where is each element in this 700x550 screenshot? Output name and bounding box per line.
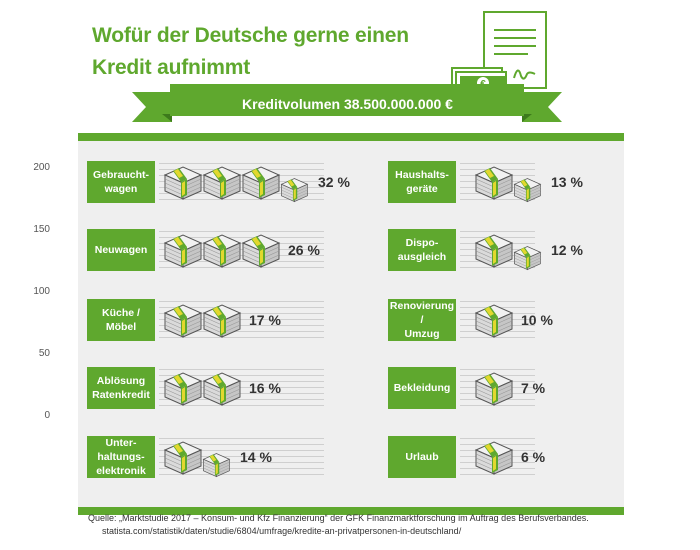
money-stack-icon	[474, 441, 514, 475]
money-stack-icon	[163, 372, 203, 406]
money-stack-icon	[474, 166, 514, 200]
category-label: Dispo- ausgleich	[388, 229, 456, 271]
credit-volume-banner: Kreditvolumen 38.500.000.000 €	[242, 96, 453, 112]
chart-title: Wofür der Deutsche gerne einen Kredit au…	[92, 24, 409, 79]
money-stack-icon	[474, 234, 514, 268]
source-line-1: Quelle: „Marktstudie 2017 – Konsum- und …	[88, 513, 589, 523]
money-stack-icon	[163, 441, 203, 475]
money-stack-icon	[474, 372, 514, 406]
y-tick-label: 200	[33, 162, 50, 173]
category-label: Unter- haltungs- elektronik	[87, 436, 155, 478]
money-stack-icon	[163, 234, 203, 268]
money-stack-icon	[202, 453, 231, 478]
money-stack-icon	[202, 304, 242, 338]
value-label: 10 %	[521, 312, 553, 328]
value-label: 16 %	[249, 380, 281, 396]
category-label: Bekleidung	[388, 367, 456, 409]
row-guide-lines	[159, 231, 324, 273]
source-line-2: statista.com/statistik/daten/studie/6804…	[102, 526, 462, 536]
y-tick-label: 0	[44, 410, 50, 421]
row-guide-lines	[159, 163, 324, 205]
money-stack-icon	[163, 166, 203, 200]
category-label: Ablösung Ratenkredit	[87, 367, 155, 409]
banner-ribbon	[132, 84, 562, 122]
value-label: 14 %	[240, 449, 272, 465]
money-stack-icon	[241, 234, 281, 268]
category-label: Renovierung / Umzug	[388, 299, 456, 341]
value-label: 6 %	[521, 449, 546, 465]
value-label: 13 %	[551, 174, 583, 190]
value-label: 32 %	[318, 174, 350, 190]
money-stack-icon	[280, 178, 309, 203]
category-label: Urlaub	[388, 436, 456, 478]
document-with-money-icon: €	[451, 11, 547, 90]
money-stack-icon	[202, 166, 242, 200]
source-note: Quelle: „Marktstudie 2017 – Konsum- und …	[88, 512, 589, 538]
row-guide-lines	[159, 438, 324, 480]
category-label: Neuwagen	[87, 229, 155, 271]
money-stack-icon	[513, 246, 542, 271]
money-stack-icon	[474, 304, 514, 338]
y-tick-label: 100	[33, 286, 50, 297]
money-stack-icon	[202, 234, 242, 268]
money-stack-icon	[241, 166, 281, 200]
money-stack-icon	[163, 304, 203, 338]
row-guide-lines	[159, 301, 324, 343]
money-stack-icon	[513, 178, 542, 203]
y-tick-label: 50	[38, 348, 50, 359]
value-label: 26 %	[288, 242, 320, 258]
y-tick-label: 150	[33, 224, 50, 235]
value-label: 17 %	[249, 312, 281, 328]
value-label: 7 %	[521, 380, 546, 396]
category-label: Gebraucht- wagen	[87, 161, 155, 203]
value-label: 12 %	[551, 242, 583, 258]
category-label: Küche / Möbel	[87, 299, 155, 341]
category-label: Haushalts- geräte	[388, 161, 456, 203]
row-guide-lines	[159, 369, 324, 411]
money-stack-icon	[202, 372, 242, 406]
